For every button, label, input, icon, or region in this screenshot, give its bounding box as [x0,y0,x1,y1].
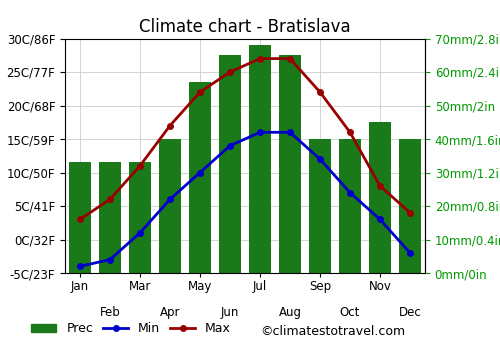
Legend: Prec, Min, Max: Prec, Min, Max [26,317,236,340]
Bar [219,55,241,273]
Bar [399,139,421,273]
Bar [159,139,181,273]
Bar [189,82,211,273]
Text: ©climatestotravel.com: ©climatestotravel.com [260,325,405,338]
Bar [279,55,301,273]
Bar [249,45,271,273]
Bar [309,139,331,273]
Title: Climate chart - Bratislava: Climate chart - Bratislava [139,18,351,36]
Bar [69,162,91,273]
Text: Feb: Feb [100,306,120,319]
Bar [369,122,391,273]
Text: Aug: Aug [278,306,301,319]
Text: Dec: Dec [398,306,421,319]
Bar [129,162,151,273]
Bar [99,162,121,273]
Text: Oct: Oct [340,306,360,319]
Text: Jun: Jun [221,306,239,319]
Text: Apr: Apr [160,306,180,319]
Bar [339,139,361,273]
